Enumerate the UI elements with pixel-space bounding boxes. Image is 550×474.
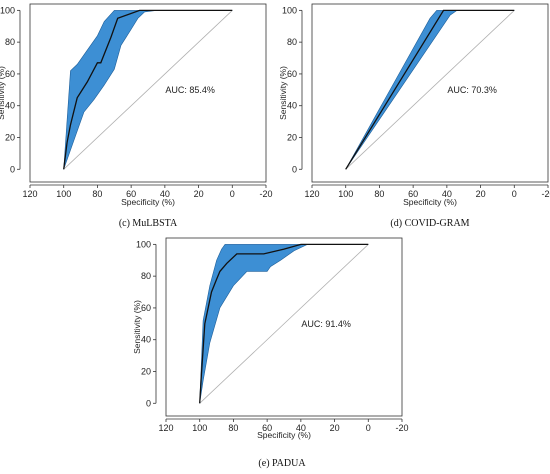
x-tick-label: 40 bbox=[296, 423, 306, 433]
confidence-band bbox=[345, 10, 515, 170]
y-tick-label: 20 bbox=[287, 133, 297, 143]
x-tick-label: 0 bbox=[366, 423, 371, 433]
x-tick-label: 80 bbox=[374, 189, 384, 199]
y-tick-label: 100 bbox=[136, 239, 151, 249]
panel-padua: 0 20 40 60 80 100 120 100 80 60 40 20 0 -20 Specificit… bbox=[132, 237, 409, 469]
y-tick-label: 60 bbox=[141, 303, 151, 313]
x-tick-label: 120 bbox=[304, 189, 319, 199]
auc-annotation: AUC: 85.4% bbox=[165, 85, 215, 95]
x-tick-label: 20 bbox=[476, 189, 486, 199]
reference-line bbox=[63, 10, 233, 170]
y-tick-label: 40 bbox=[5, 101, 15, 111]
plot-frame bbox=[311, 3, 549, 183]
x-axis-label: Specificity (%) bbox=[121, 197, 175, 207]
y-tick-label: 100 bbox=[0, 5, 15, 15]
y-tick-label: 100 bbox=[282, 5, 297, 15]
x-tick-label: 0 bbox=[512, 189, 517, 199]
reference-line bbox=[199, 244, 369, 404]
y-tick-label: 0 bbox=[292, 164, 297, 174]
x-tick-label: 60 bbox=[262, 423, 272, 433]
x-tick-label: 100 bbox=[338, 189, 353, 199]
x-tick-label: 120 bbox=[22, 189, 37, 199]
roc-curve bbox=[63, 9, 233, 170]
auc-annotation: AUC: 91.4% bbox=[301, 319, 351, 329]
panel-caption: (c) MuLBSTA bbox=[119, 218, 178, 229]
x-tick-label: 40 bbox=[442, 189, 452, 199]
plot-frame bbox=[165, 237, 403, 417]
y-tick-label: 60 bbox=[5, 69, 15, 79]
auc-annotation: AUC: 70.3% bbox=[447, 85, 497, 95]
x-tick-label: -20 bbox=[541, 189, 550, 199]
x-tick-label: 120 bbox=[158, 423, 173, 433]
x-tick-label: 100 bbox=[192, 423, 207, 433]
roc-curve bbox=[199, 243, 369, 404]
panel-mulbsta: 0 20 40 60 80 100 120 100 80 60 40 20 0 -20 Specificit… bbox=[0, 3, 273, 229]
y-tick-label: 40 bbox=[141, 335, 151, 345]
plot-frame bbox=[29, 3, 267, 183]
x-tick-label: -20 bbox=[395, 423, 408, 433]
x-tick-label: 0 bbox=[230, 189, 235, 199]
y-tick-label: 20 bbox=[5, 133, 15, 143]
y-tick-label: 80 bbox=[141, 271, 151, 281]
y-tick-label: 80 bbox=[5, 37, 15, 47]
x-tick-label: 20 bbox=[194, 189, 204, 199]
x-axis-label: Specificity (%) bbox=[257, 430, 311, 440]
x-tick-label: 80 bbox=[92, 189, 102, 199]
y-tick-label: 0 bbox=[10, 164, 15, 174]
x-tick-label: -20 bbox=[259, 189, 272, 199]
roc-curve bbox=[345, 9, 515, 170]
y-axis-label: Sensitivity (%) bbox=[0, 66, 6, 120]
confidence-band bbox=[199, 244, 369, 404]
y-axis-label: Sensitivity (%) bbox=[132, 300, 142, 354]
y-axis-label: Sensitivity (%) bbox=[278, 66, 288, 120]
x-tick-label: 40 bbox=[160, 189, 170, 199]
x-tick-label: 80 bbox=[228, 423, 238, 433]
panel-caption: (e) PADUA bbox=[258, 458, 306, 469]
y-tick-label: 0 bbox=[146, 398, 151, 408]
x-tick-label: 100 bbox=[56, 189, 71, 199]
panel-caption: (d) COVID-GRAM bbox=[390, 218, 469, 229]
x-tick-label: 20 bbox=[330, 423, 340, 433]
y-tick-label: 80 bbox=[287, 37, 297, 47]
x-axis-label: Specificity (%) bbox=[403, 197, 457, 207]
x-tick-label: 60 bbox=[126, 189, 136, 199]
x-tick-label: 60 bbox=[408, 189, 418, 199]
panel-covid-gram: 0 20 40 60 80 100 120 100 80 60 40 20 0 -20 Specificit… bbox=[278, 3, 550, 229]
y-tick-label: 40 bbox=[287, 101, 297, 111]
y-tick-label: 60 bbox=[287, 69, 297, 79]
y-tick-label: 20 bbox=[141, 367, 151, 377]
reference-line bbox=[345, 10, 515, 170]
